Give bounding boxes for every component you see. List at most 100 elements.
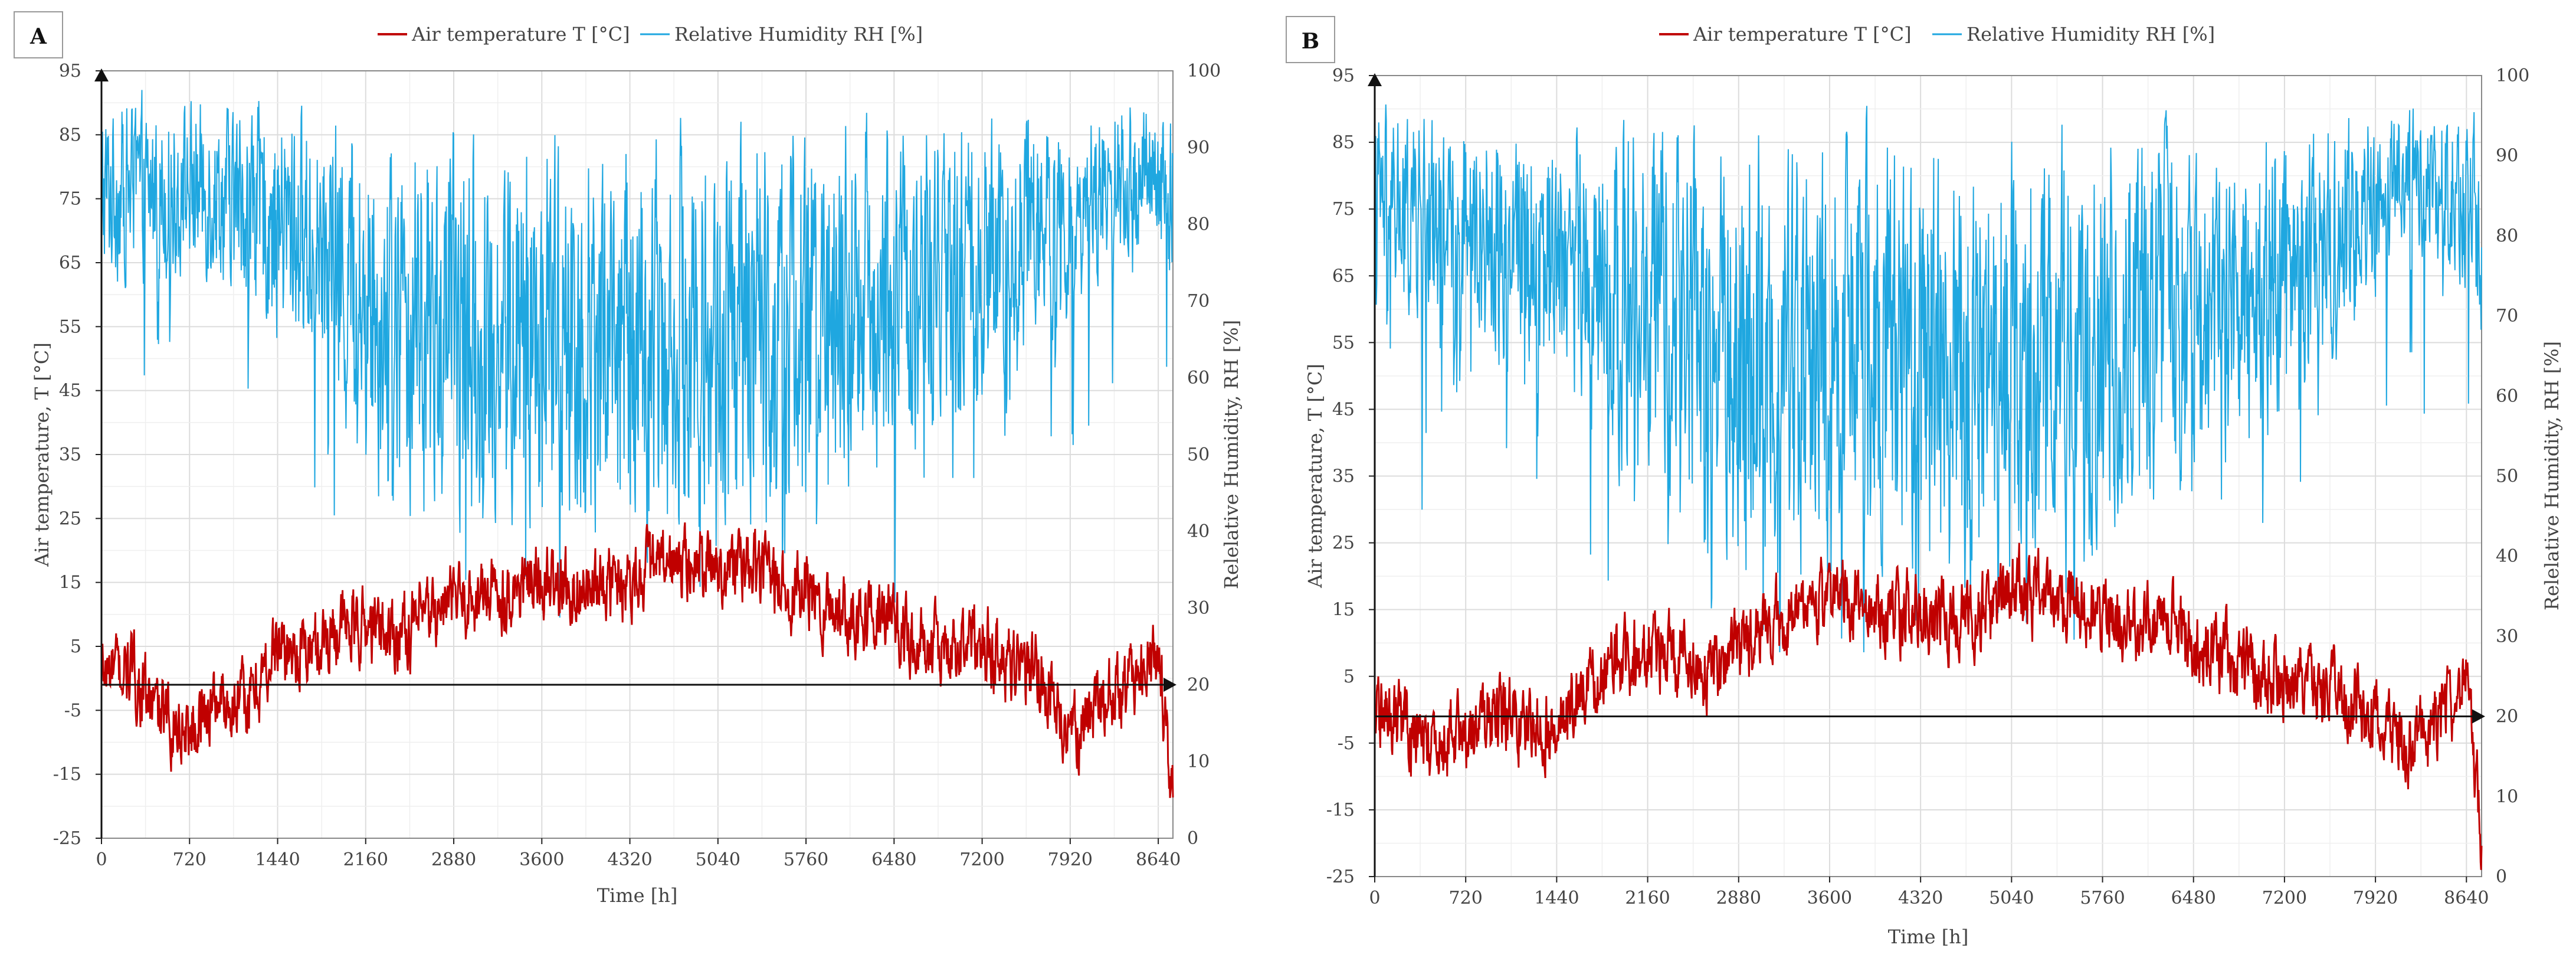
y2-axis-label: Relelative Humidity, RH [%] bbox=[1220, 320, 1243, 589]
y-tick-label: -15 bbox=[1326, 800, 1355, 821]
y2-tick-labels: 0 10 20 30 40 50 60 70 80 90 100 bbox=[2496, 66, 2529, 887]
y-tick-label: -5 bbox=[64, 700, 81, 721]
humidity-line bbox=[1374, 104, 2482, 653]
x-tick-label: 5760 bbox=[784, 849, 828, 870]
y-tick-label: 55 bbox=[59, 316, 81, 337]
y2-tick-label: 90 bbox=[2496, 146, 2518, 166]
x-tick-label: 7920 bbox=[2353, 888, 2398, 908]
y2-tick-label: 20 bbox=[1187, 675, 1210, 695]
legend-label-temperature: Air temperature T [°C] bbox=[411, 23, 630, 45]
x-tick-label: 720 bbox=[173, 849, 207, 870]
y-tick-label: 45 bbox=[1332, 399, 1355, 420]
y-tick-label: -25 bbox=[53, 828, 81, 849]
y2-tick-label: 30 bbox=[2496, 626, 2518, 647]
y-axis-arrow bbox=[1368, 73, 1382, 86]
legend: Air temperature T [°C] Relative Humidity… bbox=[1659, 23, 2215, 45]
x-tick-label: 2880 bbox=[431, 849, 476, 870]
x-tick-labels: 0 720 1440 2160 2880 3600 4320 5040 5760 6480 7200… bbox=[96, 838, 1181, 870]
y-tick-label: 15 bbox=[1332, 600, 1355, 620]
panel-letter: B bbox=[1302, 29, 1319, 54]
y2-tick-label: 80 bbox=[2496, 225, 2518, 246]
panel-letter: A bbox=[30, 24, 47, 49]
y2-tick-labels: 0 10 20 30 40 50 60 70 80 90 100 bbox=[1187, 61, 1221, 849]
y-tick-label: 75 bbox=[1332, 199, 1355, 220]
y-tick-label: 75 bbox=[59, 189, 81, 210]
x-tick-label: 7200 bbox=[959, 849, 1004, 870]
x-tick-label: 5760 bbox=[2080, 888, 2125, 908]
temperature-line bbox=[1374, 542, 2483, 870]
y2-tick-label: 20 bbox=[2496, 707, 2518, 727]
y2-tick-label: 70 bbox=[2496, 306, 2518, 326]
x-tick-label: 7200 bbox=[2262, 888, 2307, 908]
y-tick-label: 45 bbox=[59, 381, 81, 401]
y-axis-label: Air temperature, T [°C] bbox=[1304, 364, 1326, 589]
series-air-temperature bbox=[100, 522, 1174, 798]
legend-label-humidity: Relative Humidity RH [%] bbox=[674, 23, 923, 45]
series-air-temperature bbox=[1374, 542, 2483, 870]
y-tick-label: 65 bbox=[1332, 266, 1355, 286]
legend: Air temperature T [°C] Relative Humidity… bbox=[378, 23, 923, 45]
x-tick-label: 2880 bbox=[1716, 888, 1761, 908]
x-tick-label: 4320 bbox=[607, 849, 652, 870]
y2-tick-label: 90 bbox=[1187, 138, 1210, 158]
x-tick-label: 6480 bbox=[871, 849, 916, 870]
x-tick-label: 0 bbox=[96, 849, 107, 870]
y-tick-label: -15 bbox=[53, 764, 81, 785]
x-tick-label: 5040 bbox=[1989, 888, 2034, 908]
legend-label-humidity: Relative Humidity RH [%] bbox=[1967, 23, 2215, 45]
x-tick-label: 2160 bbox=[1625, 888, 1670, 908]
y2-tick-label: 100 bbox=[1187, 61, 1221, 81]
x-tick-label: 2160 bbox=[343, 849, 388, 870]
y-tick-label: 5 bbox=[70, 636, 81, 657]
y2-tick-label: 40 bbox=[2496, 546, 2518, 567]
x-axis-label: Time [h] bbox=[597, 884, 678, 907]
y-tick-labels: -25 -15 -5 5 15 25 35 45 55 65 75 85 95 bbox=[1326, 66, 1375, 887]
x-tick-label: 8640 bbox=[1136, 849, 1181, 870]
series-relative-humidity bbox=[101, 90, 1174, 618]
y-tick-labels: -25 -15 -5 5 15 25 35 45 55 65 75 85 95 bbox=[53, 61, 101, 849]
y2-axis-label: Relelative Humidity, RH [%] bbox=[2541, 341, 2563, 610]
y-tick-label: 85 bbox=[1332, 132, 1355, 153]
y2-tick-label: 10 bbox=[1187, 751, 1210, 772]
y-tick-label: 15 bbox=[59, 573, 81, 593]
x-tick-label: 6480 bbox=[2171, 888, 2216, 908]
x-tick-label: 4320 bbox=[1898, 888, 1943, 908]
y2-tick-label: 0 bbox=[2496, 867, 2507, 887]
x-tick-labels: 0 720 1440 2160 2880 3600 4320 5040 5760 6480 7200… bbox=[1369, 877, 2489, 908]
y-tick-label: 25 bbox=[59, 508, 81, 529]
y2-tick-label: 80 bbox=[1187, 214, 1210, 235]
x-axis-arrow bbox=[1164, 678, 1176, 692]
y-tick-label: 55 bbox=[1332, 332, 1355, 353]
x-tick-label: 720 bbox=[1449, 888, 1483, 908]
y2-tick-label: 70 bbox=[1187, 291, 1210, 312]
y2-tick-label: 50 bbox=[1187, 444, 1210, 465]
y-tick-label: 5 bbox=[1343, 666, 1355, 687]
x-tick-label: 5040 bbox=[696, 849, 740, 870]
y-axis-arrow bbox=[94, 68, 109, 81]
y-tick-label: 25 bbox=[1332, 533, 1355, 554]
y-tick-label: 85 bbox=[59, 125, 81, 145]
x-tick-label: 1440 bbox=[1534, 888, 1579, 908]
legend-label-temperature: Air temperature T [°C] bbox=[1693, 23, 1912, 45]
x-tick-label: 3600 bbox=[519, 849, 564, 870]
x-axis-label: Time [h] bbox=[1888, 926, 1969, 948]
series-relative-humidity bbox=[1374, 104, 2482, 653]
y2-tick-label: 100 bbox=[2496, 66, 2529, 86]
y2-tick-label: 50 bbox=[2496, 466, 2518, 487]
y2-tick-label: 30 bbox=[1187, 598, 1210, 619]
y-tick-label: -5 bbox=[1338, 733, 1355, 754]
y-tick-label: 95 bbox=[1332, 66, 1355, 86]
y-tick-label: 65 bbox=[59, 253, 81, 273]
y-tick-label: 95 bbox=[59, 61, 81, 81]
x-tick-label: 1440 bbox=[255, 849, 300, 870]
temperature-line bbox=[100, 522, 1174, 798]
x-tick-label: 0 bbox=[1369, 888, 1380, 908]
y2-tick-label: 60 bbox=[1187, 368, 1210, 388]
y2-tick-label: 0 bbox=[1187, 828, 1198, 849]
y2-tick-label: 10 bbox=[2496, 786, 2518, 807]
chart-panel-a: A Air temperature T [°C] Relative Humidi… bbox=[14, 11, 1243, 907]
x-tick-label: 8640 bbox=[2444, 888, 2489, 908]
x-tick-label: 7920 bbox=[1048, 849, 1093, 870]
panel-letter-box bbox=[14, 11, 63, 58]
